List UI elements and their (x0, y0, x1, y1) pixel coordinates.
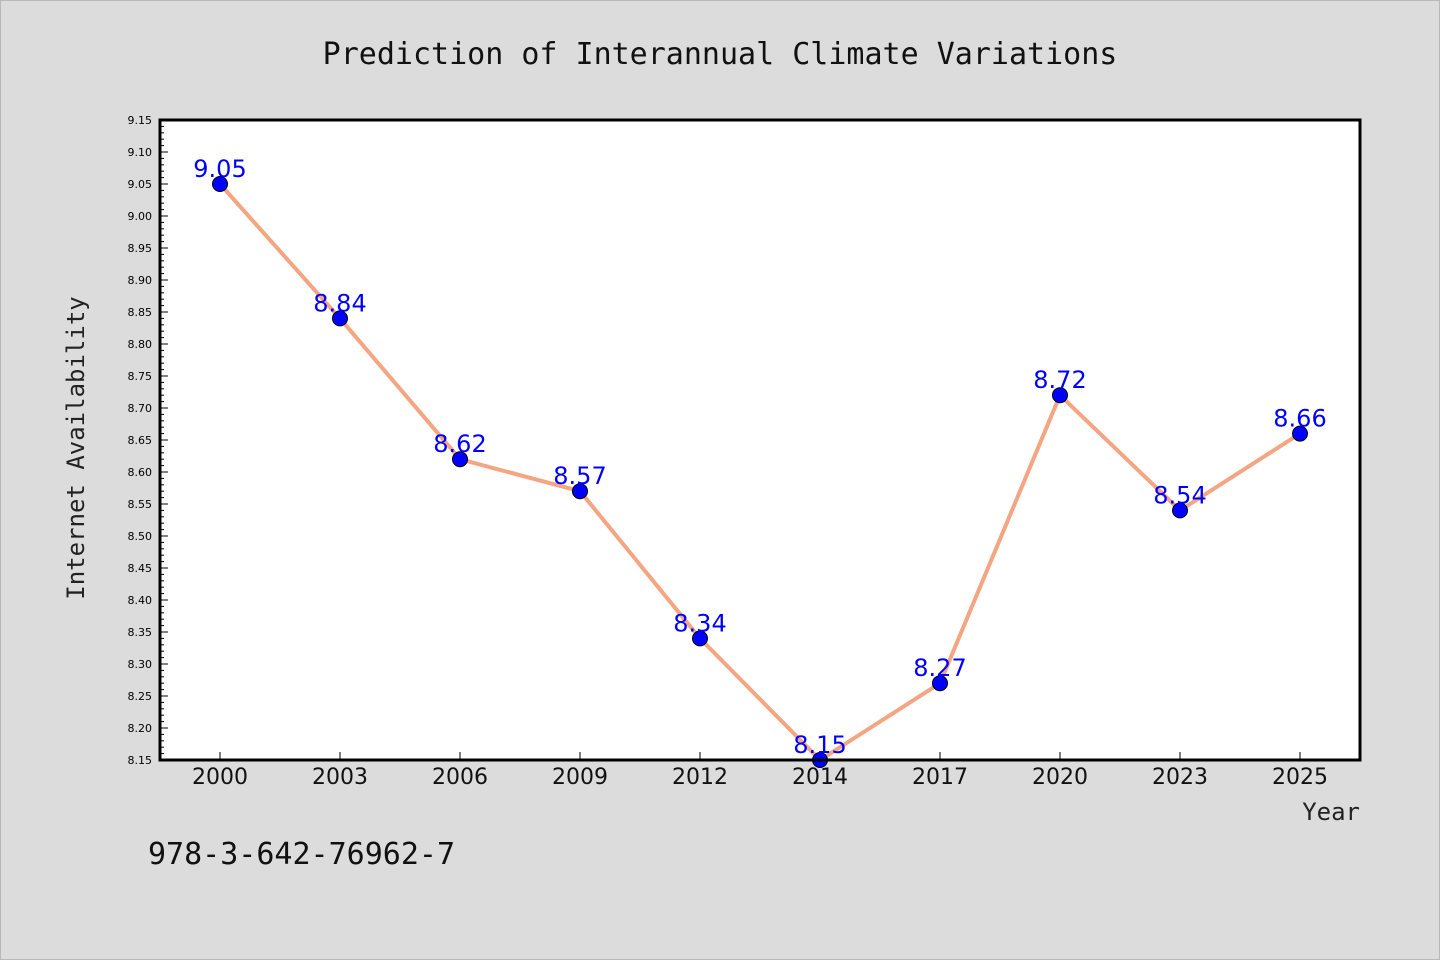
y-tick-label: 8.20 (128, 722, 153, 735)
data-label: 8.66 (1273, 405, 1326, 433)
y-axis-label: Internet Availability (62, 296, 90, 599)
y-tick-label: 8.15 (128, 754, 153, 767)
y-axis: 8.15 8.20 8.25 8.30 8.35 8.40 8.45 8.50 8.55 8.60… (128, 114, 168, 767)
x-tick-label: 2003 (312, 765, 368, 790)
data-label: 8.57 (553, 462, 606, 490)
y-tick-label: 9.15 (128, 114, 153, 127)
data-point (932, 675, 948, 692)
x-tick-label: 2020 (1032, 765, 1088, 790)
data-point (1052, 387, 1068, 404)
chart-title: Prediction of Interannual Climate Variat… (323, 37, 1118, 72)
data-label: 8.72 (1033, 366, 1086, 394)
y-tick-label: 8.25 (128, 690, 153, 703)
x-tick-label: 2006 (432, 765, 488, 790)
data-label: 8.62 (433, 430, 486, 458)
y-tick-label: 8.30 (128, 658, 153, 671)
data-point (452, 451, 468, 468)
x-tick-label: 2023 (1152, 765, 1208, 790)
data-point (692, 630, 708, 647)
y-tick-label: 8.35 (128, 626, 153, 639)
x-tick-label: 2017 (912, 765, 968, 790)
x-tick-label: 2025 (1272, 765, 1328, 790)
footer-code: 978-3-642-76962-7 (148, 837, 455, 872)
plot-border (158, 118, 1362, 762)
x-tick-label: 2000 (192, 765, 248, 790)
y-tick-label: 8.55 (128, 498, 153, 511)
data-label: 8.54 (1153, 481, 1206, 509)
data-point (572, 483, 588, 500)
y-tick-label: 8.60 (128, 466, 153, 479)
x-axis-label: Year (1302, 798, 1360, 826)
y-tick-label: 9.10 (128, 146, 153, 159)
x-tick-label: 2014 (792, 765, 848, 790)
data-point (1292, 425, 1308, 442)
y-tick-label: 8.65 (128, 434, 153, 447)
y-tick-label: 8.45 (128, 562, 153, 575)
y-tick-label: 8.90 (128, 274, 153, 287)
y-tick-label: 9.00 (128, 210, 153, 223)
data-label-group: 9.05 8.84 8.62 8.57 8.34 8.15 8.27 8.72 8.54 8.66 (193, 155, 1326, 759)
y-tick-label: 8.80 (128, 338, 153, 351)
data-label: 8.15 (793, 731, 846, 759)
series-group (212, 176, 1308, 768)
series-line (218, 182, 1302, 762)
data-label: 8.84 (313, 289, 366, 317)
x-axis: 2000 2003 2006 2009 2012 2014 2017 2020 2023 2025 (192, 752, 1328, 790)
x-tick-label: 2009 (552, 765, 608, 790)
data-label: 8.34 (673, 609, 726, 637)
data-point (212, 176, 228, 192)
data-point (1172, 502, 1188, 519)
y-tick-label: 8.40 (128, 594, 153, 607)
data-point (332, 310, 348, 327)
x-tick-label: 2012 (672, 765, 728, 790)
y-tick-label: 8.50 (128, 530, 153, 543)
y-tick-label: 8.70 (128, 402, 153, 415)
y-tick-label: 8.95 (128, 242, 153, 255)
data-label: 9.05 (193, 155, 246, 183)
y-tick-label: 8.85 (128, 306, 153, 319)
plot-area (160, 120, 1360, 760)
data-label: 8.27 (913, 654, 966, 682)
y-tick-label: 9.05 (128, 178, 153, 191)
y-tick-label: 8.75 (128, 370, 153, 383)
